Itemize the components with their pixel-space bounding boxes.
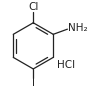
Text: Cl: Cl	[28, 2, 38, 12]
Text: HCl: HCl	[57, 60, 75, 70]
Text: I: I	[32, 78, 35, 88]
Text: NH₂: NH₂	[68, 23, 88, 33]
